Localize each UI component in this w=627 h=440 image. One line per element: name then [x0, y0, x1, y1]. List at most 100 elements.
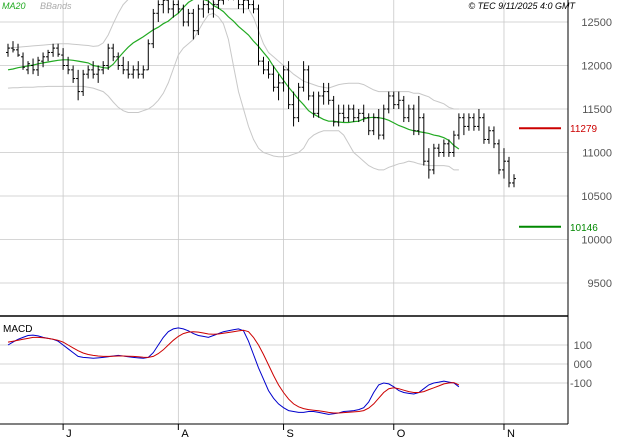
- ma20-legend-label: MA20: [2, 1, 26, 11]
- ohlc-bar: [366, 113, 371, 136]
- price-tick-label: 10000: [581, 235, 612, 247]
- ohlc-bar: [71, 65, 76, 83]
- ohlc-bar: [41, 52, 46, 68]
- ohlc-bar: [111, 43, 116, 62]
- ohlc-bar: [331, 95, 336, 127]
- ohlc-bar: [406, 104, 411, 123]
- month-tick-label: A: [181, 428, 189, 440]
- ohlc-bar: [512, 174, 516, 188]
- ohlc-bar: [91, 61, 96, 79]
- ohlc-bar: [376, 109, 381, 140]
- ohlc-bar: [21, 52, 26, 70]
- ohlc-bar: [306, 65, 311, 101]
- ohlc-bar: [296, 82, 301, 123]
- ohlc-bar: [126, 61, 131, 79]
- ohlc-bar: [471, 113, 476, 131]
- ohlc-bar: [16, 43, 21, 57]
- ohlc-bar: [266, 61, 271, 79]
- price-tick-label: 9500: [588, 278, 612, 290]
- macd-panel-title: MACD: [3, 324, 32, 335]
- ohlc-bar: [106, 43, 111, 70]
- macd-tick-label: -100: [570, 378, 592, 390]
- ohlc-bar: [6, 43, 10, 57]
- ohlc-bar: [441, 139, 446, 157]
- ohlc-bar: [36, 56, 41, 76]
- ohlc-bar: [251, 0, 256, 14]
- macd-panel: [7, 327, 460, 415]
- ohlc-bar: [436, 143, 441, 157]
- ohlc-bar: [326, 82, 331, 105]
- ohlc-bar: [421, 113, 426, 166]
- ohlc-bar: [291, 91, 296, 127]
- ohlc-bar: [261, 56, 266, 75]
- ohlc-bar: [286, 61, 291, 109]
- signal-line: [7, 329, 460, 414]
- ohlc-bar: [196, 4, 201, 36]
- ohlc-bar: [321, 82, 326, 105]
- ohlc-bar: [386, 91, 391, 114]
- ohlc-bar: [216, 0, 221, 9]
- ohlc-bar: [26, 61, 31, 75]
- ohlc-bar: [116, 52, 121, 70]
- ohlc-bar: [51, 43, 56, 57]
- ohlc-bar: [311, 91, 316, 118]
- bbands-legend-label: BBands: [40, 1, 72, 11]
- ohlc-bar: [31, 58, 36, 75]
- ohlc-bar: [46, 49, 51, 62]
- level-label: 10146: [570, 223, 598, 234]
- ohlc-bar: [246, 0, 251, 9]
- ohlc-bar: [426, 148, 431, 179]
- ohlc-bar: [446, 139, 451, 157]
- ohlc-bar: [101, 61, 106, 75]
- ohlc-bar: [11, 41, 16, 53]
- ohlc-bar: [391, 91, 396, 109]
- month-tick-label: J: [66, 428, 72, 440]
- price-tick-label: 10500: [581, 191, 612, 203]
- ohlc-bar: [416, 95, 421, 136]
- ohlc-bar: [131, 65, 136, 79]
- ohlc-bar: [371, 113, 376, 136]
- ohlc-bar: [211, 0, 216, 18]
- ohlc-bar: [206, 0, 211, 14]
- ohlc-bar: [456, 113, 461, 140]
- ohlc-bar: [486, 126, 491, 144]
- ohlc-bar: [506, 156, 511, 188]
- price-tick-label: 12000: [581, 61, 612, 73]
- ohlc-bar: [346, 104, 351, 123]
- ohlc-bar: [81, 69, 86, 96]
- ohlc-bar: [281, 65, 286, 92]
- ohlc-bar: [461, 113, 466, 136]
- ohlc-bar: [61, 48, 66, 70]
- ohlc-bar: [161, 0, 166, 14]
- ohlc-bar: [361, 104, 366, 123]
- ohlc-bar: [86, 65, 91, 79]
- bbands-upper-line: [7, 0, 459, 110]
- price-panel: 11279 10146: [6, 0, 598, 234]
- ohlc-bar: [237, 0, 241, 9]
- month-tick-label: O: [397, 428, 406, 440]
- ohlc-bar: [96, 65, 101, 83]
- price-tick-label: 11500: [582, 104, 612, 116]
- ohlc-bar: [66, 56, 71, 75]
- ohlc-bar: [356, 109, 361, 123]
- ohlc-bar: [221, 0, 224, 5]
- ohlc-bar: [151, 8, 156, 49]
- month-tick-label: N: [507, 428, 515, 440]
- ohlc-bar: [146, 39, 151, 71]
- source-timestamp: © TEC 9/11/2025 4:0 GMT: [468, 1, 576, 11]
- ohlc-bar: [271, 65, 276, 92]
- ohlc-bar: [316, 91, 321, 118]
- ohlc-bar: [381, 104, 386, 140]
- ohlc-bar: [351, 104, 356, 123]
- ohlc-bar: [431, 143, 436, 175]
- ohlc-bar: [301, 61, 306, 92]
- ohlc-bar: [481, 113, 486, 144]
- ohlc-bar: [256, 4, 261, 66]
- grid-lines: [0, 0, 568, 424]
- ohlc-bar: [491, 126, 496, 149]
- ohlc-bar: [191, 8, 196, 40]
- ohlc-bar: [496, 139, 501, 175]
- ohlc-bar: [141, 65, 146, 79]
- ohlc-bar: [411, 104, 416, 136]
